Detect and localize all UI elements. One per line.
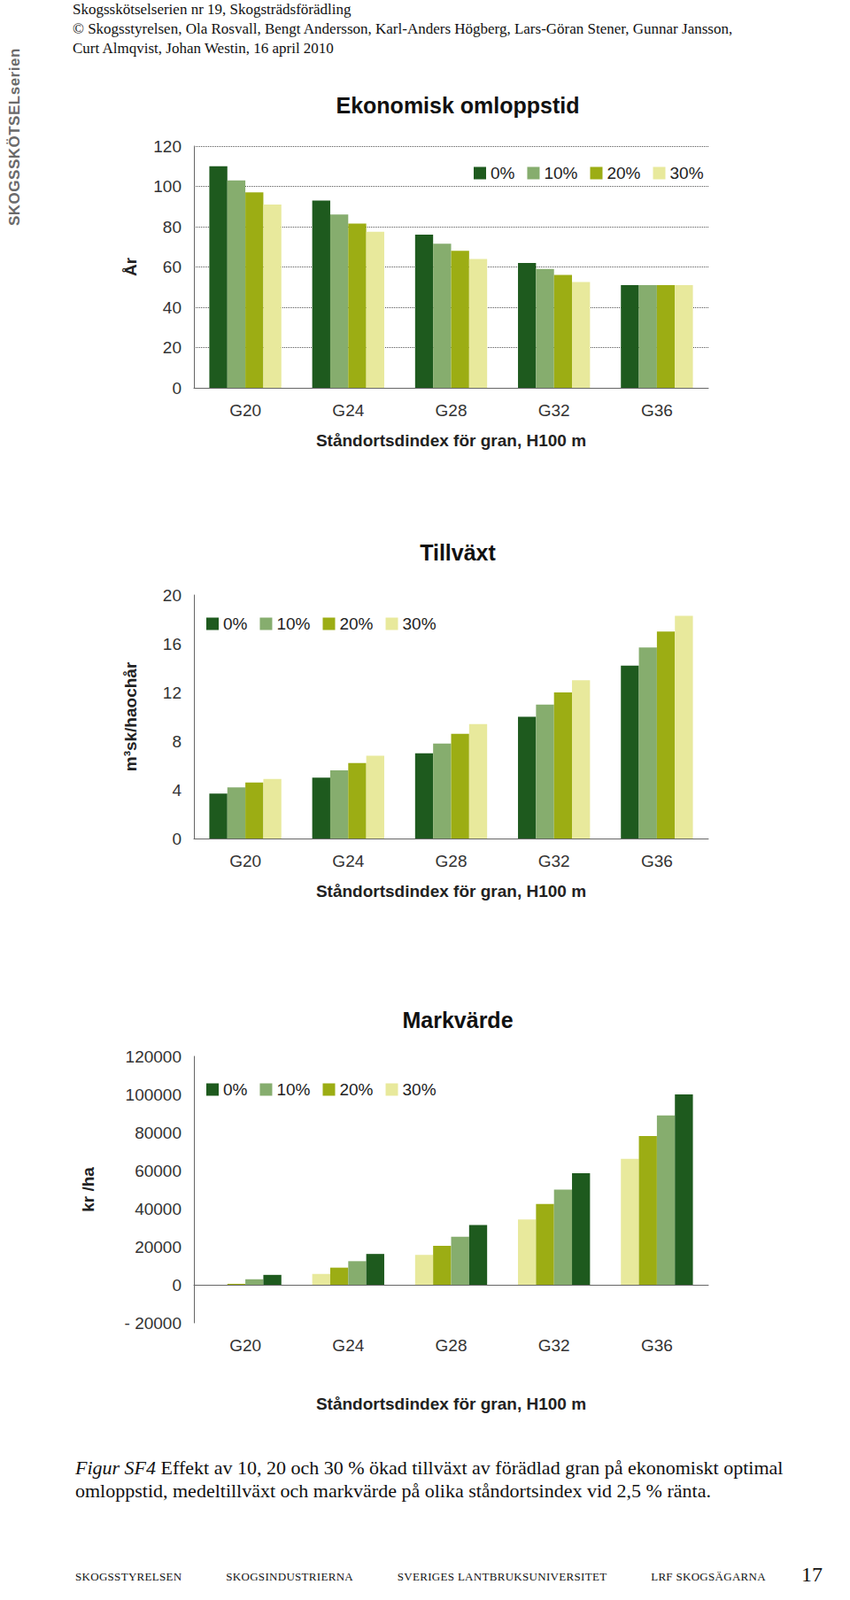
svg-text:G24: G24	[332, 401, 364, 420]
svg-text:G20: G20	[229, 851, 262, 871]
svg-text:G24: G24	[332, 851, 364, 871]
svg-text:- 20000: - 20000	[124, 1313, 182, 1333]
svg-text:120000: 120000	[125, 1047, 182, 1067]
svg-text:G24: G24	[332, 1336, 364, 1355]
svg-text:G32: G32	[538, 1336, 571, 1355]
svg-text:Markvärde: Markvärde	[401, 1007, 513, 1033]
svg-text:G32: G32	[538, 851, 571, 871]
svg-text:20000: 20000	[134, 1237, 182, 1257]
svg-text:80: 80	[162, 217, 182, 237]
svg-text:m³sk/haochår: m³sk/haochår	[121, 661, 140, 772]
svg-text:G36: G36	[641, 851, 673, 871]
svg-text:10%: 10%	[543, 163, 578, 183]
svg-text:10%: 10%	[276, 614, 310, 634]
svg-text:40000: 40000	[134, 1199, 182, 1219]
html-text:SKOGSINDUSTRIERNA: SKOGSINDUSTRIERNA	[226, 1569, 354, 1584]
svg-text:G28: G28	[435, 401, 468, 420]
svg-text:0: 0	[171, 1275, 182, 1295]
svg-text:Ståndortsdindex för gran, H100: Ståndortsdindex för gran, H100 m	[316, 881, 587, 901]
svg-text:0: 0	[171, 829, 182, 849]
html-text:© Skogsstyrelsen, Ola Rosvall,: © Skogsstyrelsen, Ola Rosvall, Bengt And…	[72, 20, 733, 38]
svg-text:4: 4	[171, 780, 182, 800]
svg-text:8: 8	[171, 732, 182, 751]
svg-text:16: 16	[162, 634, 182, 654]
svg-text:Ståndortsdindex för gran, H100: Ståndortsdindex för gran, H100 m	[316, 431, 587, 450]
svg-text:kr /ha: kr /ha	[78, 1166, 98, 1213]
svg-text:G20: G20	[229, 1336, 262, 1355]
svg-text:Ekonomisk omloppstid: Ekonomisk omloppstid	[335, 92, 580, 118]
svg-text:Tillväxt: Tillväxt	[419, 540, 496, 565]
svg-text:0%: 0%	[223, 1080, 248, 1099]
svg-text:80000: 80000	[134, 1123, 182, 1143]
svg-text:60000: 60000	[134, 1161, 182, 1181]
svg-text:G36: G36	[641, 401, 673, 420]
html-text:Figur SF4 Effekt av 10, 20 och: Figur SF4 Effekt av 10, 20 och 30 % ökad…	[75, 1456, 784, 1502]
svg-text:År: År	[121, 256, 140, 277]
svg-text:G32: G32	[538, 401, 571, 420]
svg-text:Ståndortsdindex för gran, H100: Ståndortsdindex för gran, H100 m	[316, 1394, 587, 1414]
svg-text:30%: 30%	[402, 1080, 437, 1099]
svg-text:100: 100	[153, 177, 182, 196]
svg-text:10%: 10%	[276, 1080, 310, 1099]
html-text:SKOGSSKÖTSELserien: SKOGSSKÖTSELserien	[6, 47, 24, 226]
svg-text:20%: 20%	[339, 614, 373, 634]
svg-text:20%: 20%	[339, 1080, 373, 1099]
svg-text:30%: 30%	[670, 163, 704, 183]
svg-text:20: 20	[162, 586, 182, 605]
svg-text:G36: G36	[641, 1336, 673, 1355]
html-text:17: 17	[801, 1562, 823, 1586]
svg-text:12: 12	[162, 683, 182, 703]
html-text:SVERIGES LANTBRUKSUNIVERSITET: SVERIGES LANTBRUKSUNIVERSITET	[397, 1569, 607, 1584]
svg-text:20: 20	[162, 338, 182, 357]
svg-text:120: 120	[153, 137, 182, 156]
svg-text:40: 40	[162, 298, 182, 317]
html-text:LRF SKOGSÄGARNA: LRF SKOGSÄGARNA	[650, 1569, 766, 1584]
svg-text:60: 60	[162, 257, 182, 277]
svg-text:G28: G28	[435, 1336, 468, 1355]
svg-text:0: 0	[171, 378, 182, 398]
svg-text:G28: G28	[435, 851, 468, 871]
svg-text:100000: 100000	[125, 1085, 182, 1105]
svg-text:20%: 20%	[606, 163, 641, 183]
html-text:Curt Almqvist, Johan Westin, 1: Curt Almqvist, Johan Westin, 16 april 20…	[72, 39, 334, 57]
svg-text:0%: 0%	[223, 614, 248, 634]
html-text:Skogsskötselserien nr 19, Skog: Skogsskötselserien nr 19, Skogsträdsförä…	[72, 0, 352, 18]
svg-text:30%: 30%	[402, 614, 437, 634]
svg-text:0%: 0%	[490, 163, 516, 183]
html-text:SKOGSSTYRELSEN: SKOGSSTYRELSEN	[75, 1569, 182, 1584]
svg-text:G20: G20	[229, 401, 262, 420]
